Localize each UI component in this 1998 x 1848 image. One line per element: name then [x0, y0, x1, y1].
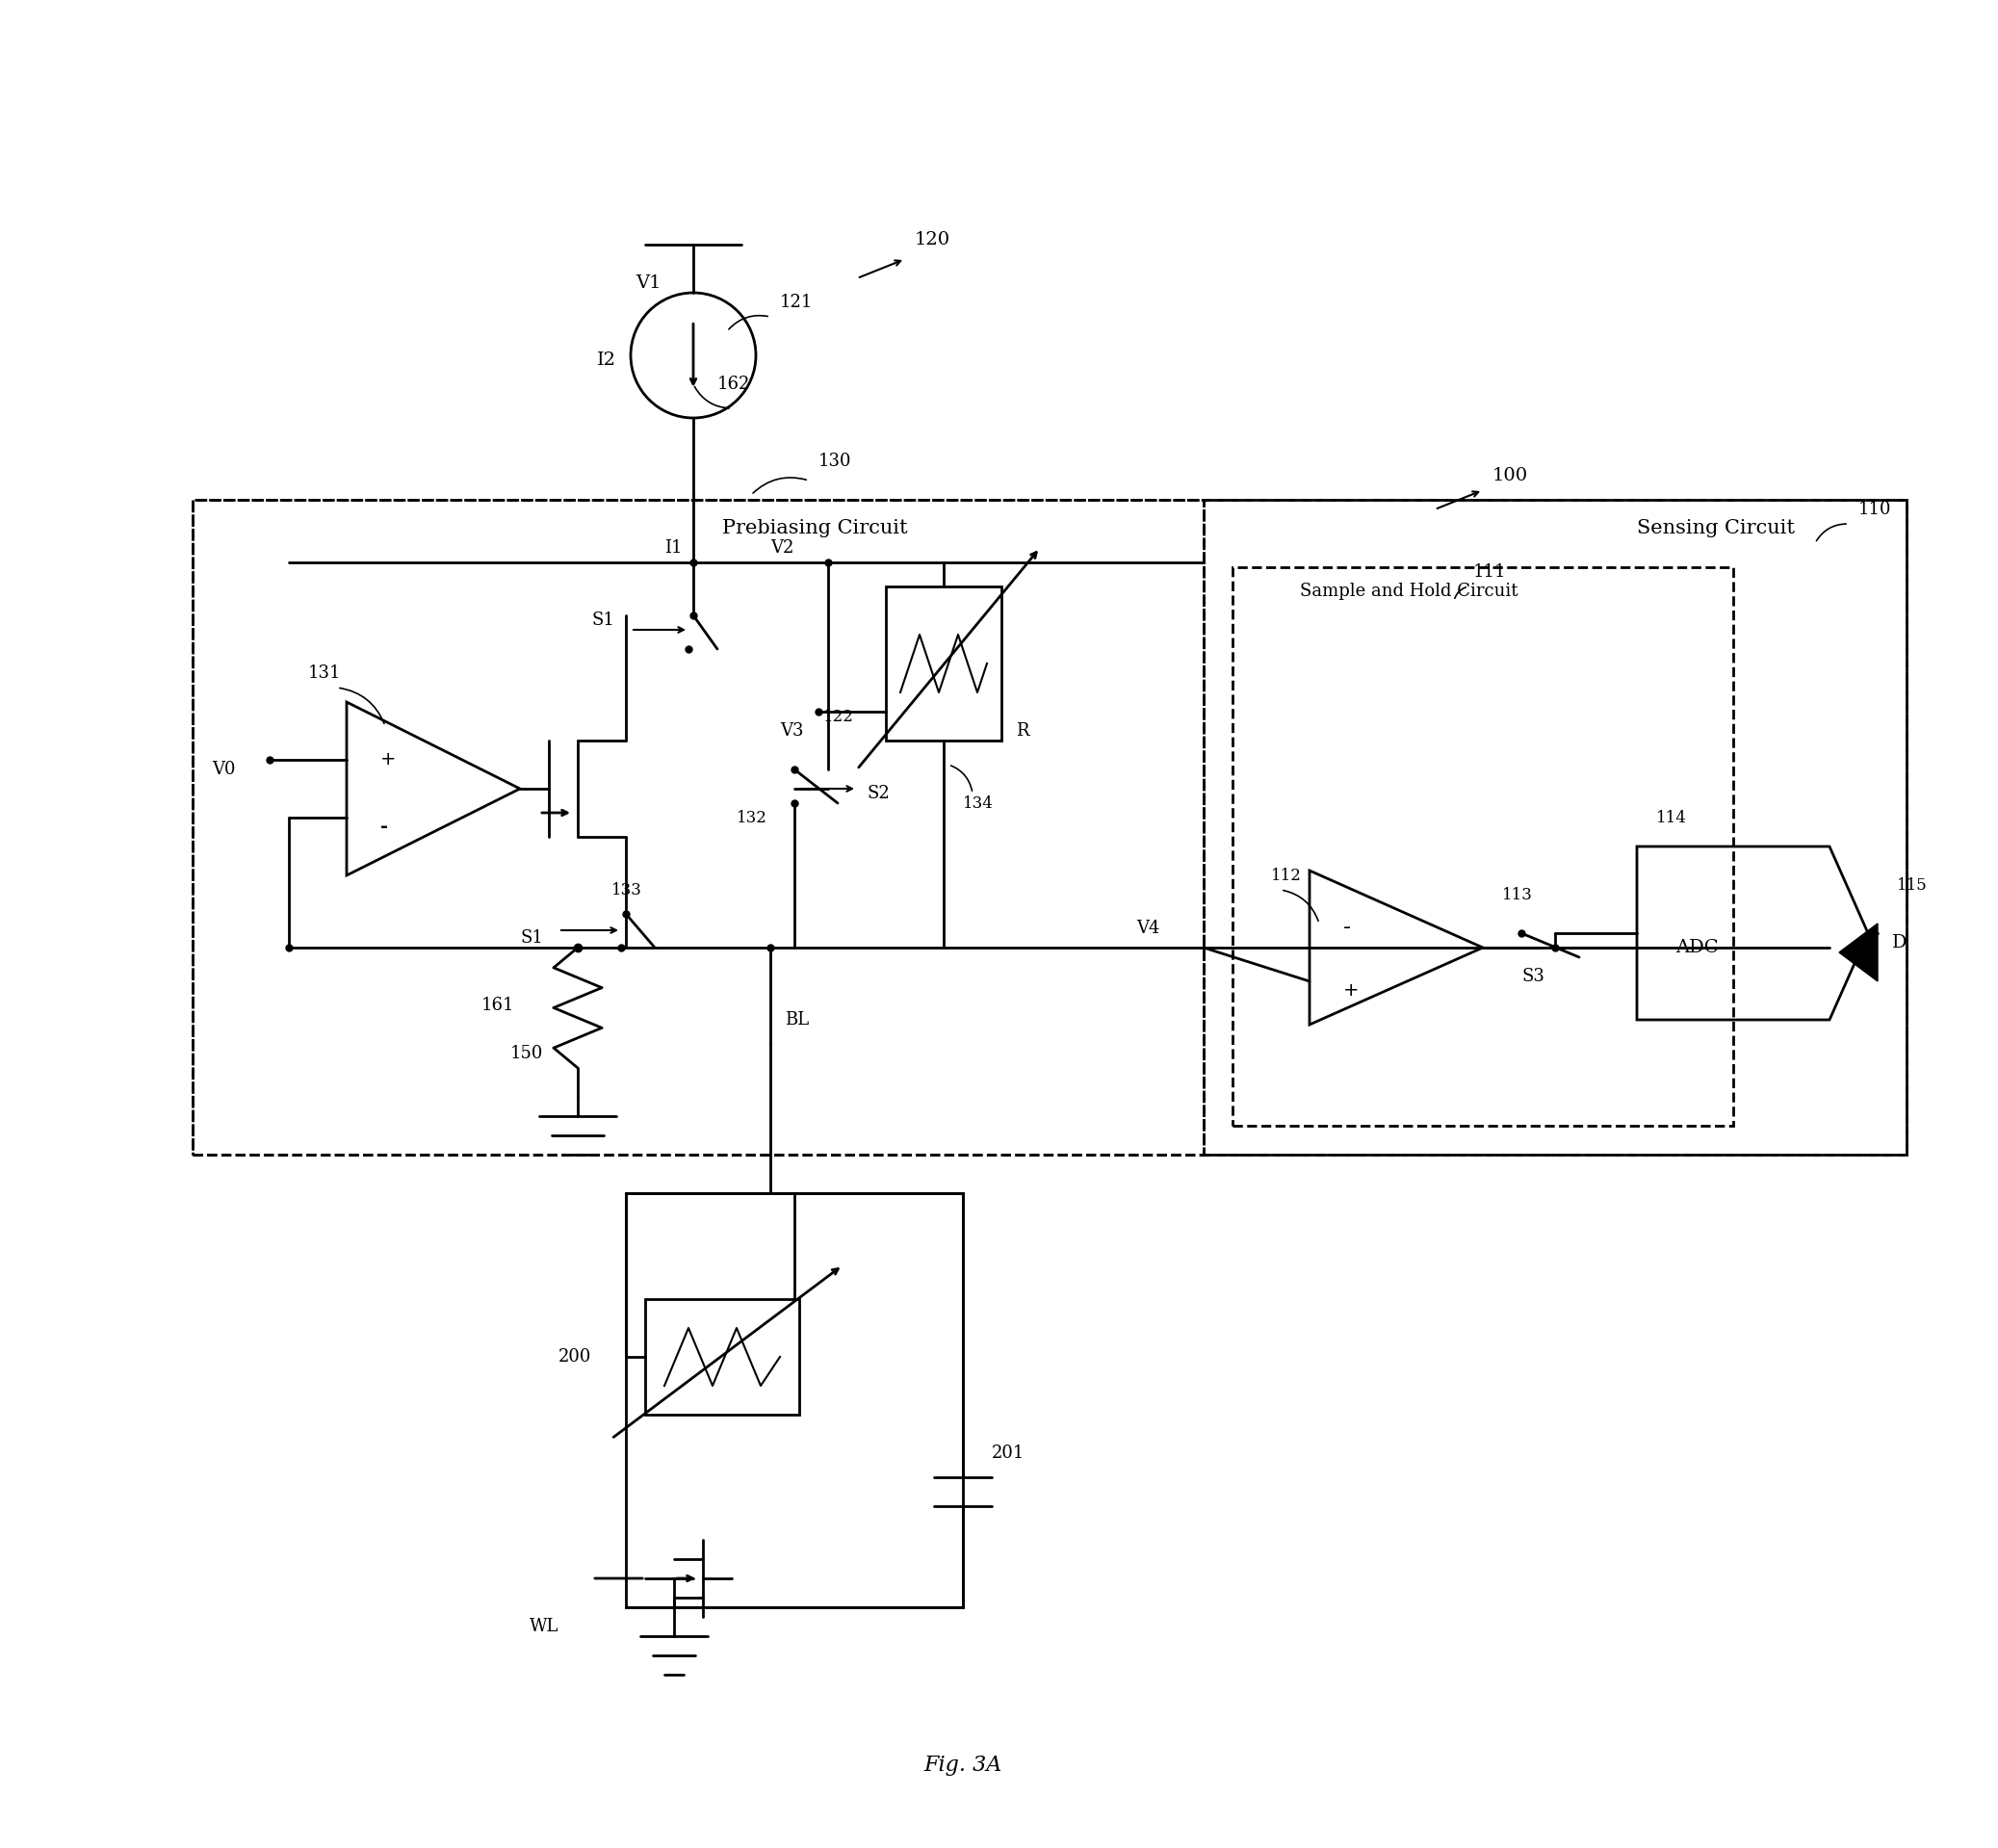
Text: S1: S1 — [519, 930, 543, 946]
Text: R: R — [1015, 723, 1029, 739]
Text: -: - — [1343, 918, 1351, 937]
Text: 132: 132 — [737, 809, 767, 826]
Text: 110: 110 — [1858, 501, 1892, 517]
Text: D: D — [1892, 933, 1908, 952]
Text: 112: 112 — [1271, 869, 1303, 883]
Text: 122: 122 — [823, 710, 853, 724]
Text: I1: I1 — [665, 540, 681, 556]
Bar — [645, 1299, 799, 1416]
Text: V3: V3 — [779, 723, 803, 739]
Bar — [625, 1194, 963, 1608]
Text: Sample and Hold Circuit: Sample and Hold Circuit — [1301, 582, 1518, 601]
Text: Fig. 3A: Fig. 3A — [923, 1754, 1003, 1776]
Text: V1: V1 — [635, 275, 661, 292]
Text: 162: 162 — [717, 375, 751, 394]
Text: Prebiasing Circuit: Prebiasing Circuit — [721, 519, 907, 538]
Text: WL: WL — [529, 1617, 559, 1635]
Text: 150: 150 — [509, 1044, 543, 1063]
Text: 113: 113 — [1502, 887, 1532, 904]
Text: 111: 111 — [1473, 564, 1506, 580]
Text: 200: 200 — [559, 1349, 591, 1366]
Polygon shape — [1838, 924, 1878, 981]
Text: ADC: ADC — [1676, 939, 1718, 955]
Text: 134: 134 — [963, 795, 993, 811]
Text: 115: 115 — [1896, 878, 1928, 894]
Text: V2: V2 — [771, 540, 793, 556]
Text: Sensing Circuit: Sensing Circuit — [1636, 519, 1794, 538]
Text: S1: S1 — [591, 612, 615, 628]
Text: I2: I2 — [597, 351, 615, 370]
Text: BL: BL — [785, 1011, 809, 1029]
Text: 100: 100 — [1493, 468, 1528, 484]
Text: V4: V4 — [1137, 920, 1159, 937]
Text: S2: S2 — [867, 785, 889, 802]
Text: +: + — [1343, 981, 1359, 1000]
Text: 133: 133 — [611, 881, 641, 898]
Text: 131: 131 — [308, 665, 342, 682]
Text: 130: 130 — [819, 453, 851, 469]
Text: +: + — [380, 750, 396, 769]
Bar — [885, 586, 1001, 741]
Text: -: - — [380, 817, 388, 835]
Text: 161: 161 — [482, 996, 515, 1015]
Text: 120: 120 — [915, 231, 951, 248]
Text: 201: 201 — [991, 1445, 1025, 1462]
Text: 121: 121 — [779, 294, 813, 310]
Text: S3: S3 — [1520, 968, 1544, 985]
Text: V0: V0 — [212, 761, 236, 778]
Text: 114: 114 — [1656, 809, 1686, 826]
